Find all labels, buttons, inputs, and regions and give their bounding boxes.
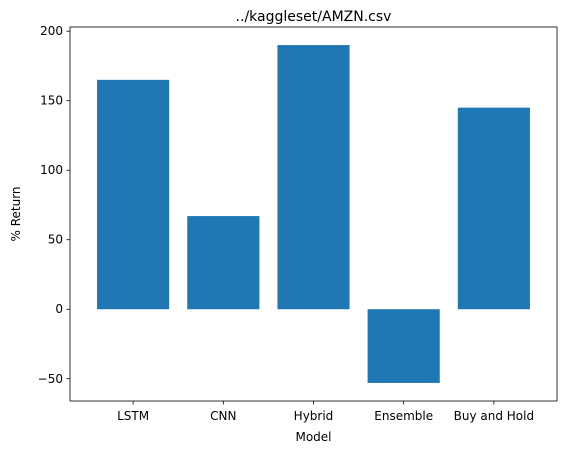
bar-hybrid [277, 45, 350, 310]
bar-group [97, 45, 530, 383]
bar-ensemble [367, 309, 440, 383]
y-axis-label: % Return [9, 186, 23, 241]
x-tick-label: Hybrid [294, 409, 334, 423]
plot-frame [69, 26, 558, 402]
chart-title: ../kaggleset/AMZN.csv [236, 9, 392, 25]
y-tick-label: −50 [38, 372, 63, 386]
x-tick-label: Buy and Hold [454, 409, 534, 423]
bar-lstm [97, 79, 170, 310]
x-axis-ticks: LSTM CNN Hybrid Ensemble Buy and Hold [117, 401, 534, 423]
bar-buy-and-hold [457, 107, 530, 310]
y-tick-label: 50 [48, 233, 63, 247]
x-tick-label: LSTM [117, 409, 149, 423]
y-tick-label: 150 [40, 94, 63, 108]
y-tick-label: 0 [55, 302, 63, 316]
x-axis-label: Model [295, 430, 331, 444]
y-tick-label: 100 [40, 163, 63, 177]
x-tick-label: CNN [210, 409, 236, 423]
y-tick-label: 200 [40, 24, 63, 38]
x-tick-label: Ensemble [374, 409, 433, 423]
bar-cnn [187, 216, 260, 310]
y-axis-ticks: −50 0 50 100 150 200 [38, 24, 70, 386]
